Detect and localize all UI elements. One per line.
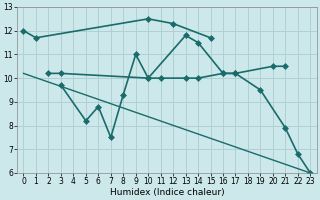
X-axis label: Humidex (Indice chaleur): Humidex (Indice chaleur) [109, 188, 224, 197]
